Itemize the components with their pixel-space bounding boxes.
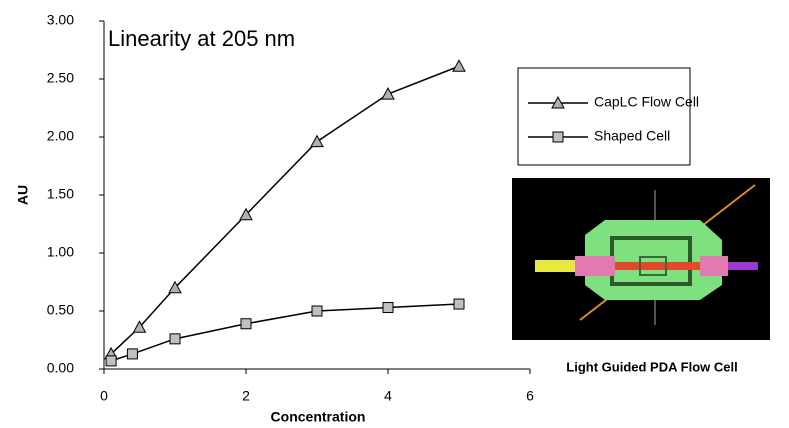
y-tick-label: 0.50 bbox=[47, 302, 74, 318]
x-tick-label: 0 bbox=[100, 388, 108, 404]
marker bbox=[310, 134, 324, 148]
marker bbox=[240, 318, 252, 330]
inset-image bbox=[512, 178, 770, 340]
legend-box bbox=[517, 67, 691, 166]
y-tick-label: 2.50 bbox=[47, 70, 74, 86]
marker bbox=[105, 355, 117, 367]
marker bbox=[382, 302, 394, 314]
x-tick-label: 6 bbox=[526, 388, 534, 404]
marker bbox=[239, 207, 253, 221]
chart-title: Linearity at 205 nm bbox=[108, 26, 295, 51]
y-tick-label: 1.50 bbox=[47, 186, 74, 202]
x-tick-label: 2 bbox=[242, 388, 250, 404]
series-line bbox=[110, 303, 460, 362]
marker bbox=[132, 320, 147, 333]
x-tick-label: 4 bbox=[384, 388, 392, 404]
marker bbox=[126, 348, 138, 360]
marker bbox=[552, 131, 564, 143]
x-axis-title: Concentration bbox=[271, 409, 366, 425]
y-tick-label: 1.00 bbox=[47, 244, 74, 260]
legend: CapLC Flow Cell Shaped Cell bbox=[528, 94, 699, 144]
marker bbox=[551, 95, 565, 109]
y-axis-title: AU bbox=[15, 185, 31, 205]
marker bbox=[453, 298, 465, 310]
marker bbox=[452, 59, 466, 72]
legend-label: Shaped Cell bbox=[594, 128, 670, 144]
marker bbox=[168, 280, 182, 294]
y-tick-label: 2.00 bbox=[47, 128, 74, 144]
marker bbox=[381, 87, 395, 100]
marker bbox=[169, 333, 181, 345]
legend-label: CapLC Flow Cell bbox=[594, 94, 699, 110]
y-tick-label: 3.00 bbox=[47, 12, 74, 28]
series-line bbox=[110, 65, 460, 355]
inset-caption: Light Guided PDA Flow Cell bbox=[566, 359, 737, 374]
y-tick-label: 0.00 bbox=[47, 360, 74, 376]
marker bbox=[311, 305, 323, 317]
